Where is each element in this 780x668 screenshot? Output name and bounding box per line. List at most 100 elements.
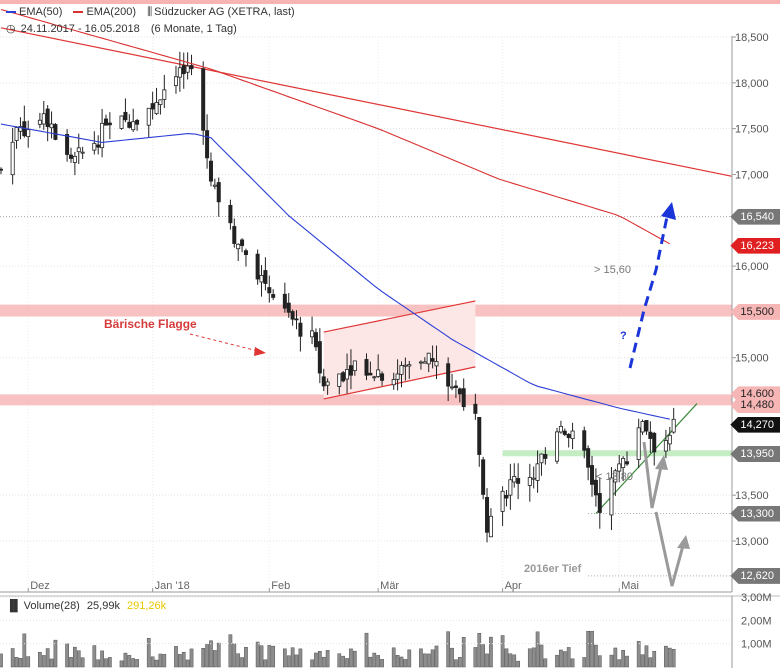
candle-body — [364, 359, 369, 376]
trendline — [323, 300, 476, 333]
volume-bar — [594, 644, 598, 668]
volume-last-value: 25,99k — [86, 600, 120, 612]
instrument-label[interactable]: ⫼ Südzucker AG (XETRA, last) — [147, 6, 295, 18]
volume-bar — [644, 645, 649, 668]
candle-body — [407, 364, 412, 367]
candle-body — [422, 361, 427, 364]
flag-pointer-head — [254, 347, 266, 356]
volume-bar — [512, 654, 517, 668]
volume-bar — [399, 656, 404, 668]
volume-bar — [555, 654, 559, 668]
volume-bar — [457, 657, 462, 668]
price-label: 12,620 — [730, 567, 780, 584]
candle-body — [313, 332, 318, 348]
volume-bar — [609, 654, 614, 668]
candle-body — [317, 341, 322, 374]
candle-body — [644, 420, 649, 432]
candle-body — [504, 494, 509, 499]
candle-body — [667, 434, 672, 445]
candle-body — [586, 448, 591, 468]
candle-body — [488, 515, 493, 538]
volume-bar — [45, 648, 50, 668]
volume-bar — [376, 655, 381, 668]
volume-bar — [76, 650, 81, 668]
volume-bar — [403, 659, 408, 668]
volume-bar — [201, 648, 206, 668]
ema50-legend[interactable]: EMA(50) — [6, 6, 62, 18]
candle-body — [236, 243, 241, 250]
price-label: 16,223 — [730, 237, 780, 254]
volume-bar — [325, 650, 330, 668]
volume-bar — [352, 650, 357, 668]
target-up-annotation: > 15,60 — [594, 264, 632, 276]
candle-body — [267, 287, 272, 294]
candle-body — [181, 65, 186, 75]
candle-body — [294, 318, 299, 321]
volume-bar — [648, 657, 653, 668]
candle-body — [512, 476, 517, 483]
volume-bar — [108, 657, 112, 668]
volume-bar — [473, 647, 478, 668]
volume-bar — [477, 632, 482, 668]
volume-bar — [154, 659, 159, 668]
volume-bar — [586, 630, 590, 668]
volume-bar — [391, 647, 396, 668]
candle-body — [531, 477, 536, 480]
candle-body — [341, 372, 346, 382]
candle-body — [37, 119, 42, 125]
range-label[interactable]: (6 Monate, 1 Tag) — [150, 23, 237, 35]
candle-body — [135, 119, 140, 125]
candle-body — [481, 459, 486, 495]
candle-body — [243, 250, 248, 255]
volume-bar — [531, 647, 536, 668]
projection-up-arrow-head — [661, 202, 676, 220]
x-tick-label: Mai — [621, 580, 639, 592]
volume-bar — [178, 654, 182, 668]
volume-avg-value: 291,26k — [127, 600, 167, 612]
volume-label: Volume(28) — [23, 600, 80, 612]
x-tick-label: Feb — [271, 580, 290, 592]
chart-axes: 18,500 18,000 17,500 17,000 16,000 15,000 13,5… — [0, 32, 769, 593]
price-label: 14,480 — [730, 397, 780, 414]
volume-bar — [80, 657, 85, 668]
volume-bar — [667, 647, 672, 668]
candle-body — [240, 239, 245, 246]
candle-body — [418, 361, 423, 364]
candle-body — [663, 440, 668, 452]
candle-body — [368, 372, 373, 376]
volume-bar — [454, 659, 458, 668]
price-label: 15,500 — [730, 303, 780, 320]
ema200-legend[interactable]: EMA(200) — [73, 6, 136, 18]
volume-bar — [419, 648, 423, 668]
volume-bar — [582, 657, 587, 668]
volume-bar — [349, 648, 353, 668]
candle-body — [208, 160, 213, 182]
candle-body — [232, 226, 237, 244]
candle-body — [131, 121, 136, 131]
volume-bar — [341, 655, 346, 668]
y-tick-label: 18,000 — [735, 78, 769, 90]
candle-body — [516, 478, 521, 484]
candle-body — [290, 311, 295, 320]
candle-body — [263, 270, 268, 284]
projection-zigzag-2-head — [677, 535, 690, 549]
candle-body — [446, 363, 451, 387]
candle-body — [173, 76, 178, 86]
volume-bar — [461, 637, 466, 668]
volume-bar — [26, 656, 31, 668]
candle-body — [325, 381, 330, 386]
volume-bar — [92, 645, 97, 668]
candle-body — [255, 253, 260, 280]
chart-zones — [0, 0, 780, 457]
candle-body — [158, 99, 163, 106]
volume-bar — [65, 643, 69, 668]
candle-body — [617, 463, 622, 472]
candle-body — [613, 470, 618, 483]
candle-body — [96, 144, 101, 148]
candle-body — [119, 115, 124, 129]
candle-body — [348, 365, 353, 376]
candle-body — [337, 373, 342, 387]
chart-lines — [0, 27, 733, 577]
volume-bar — [345, 658, 349, 668]
candle-body — [593, 479, 598, 496]
